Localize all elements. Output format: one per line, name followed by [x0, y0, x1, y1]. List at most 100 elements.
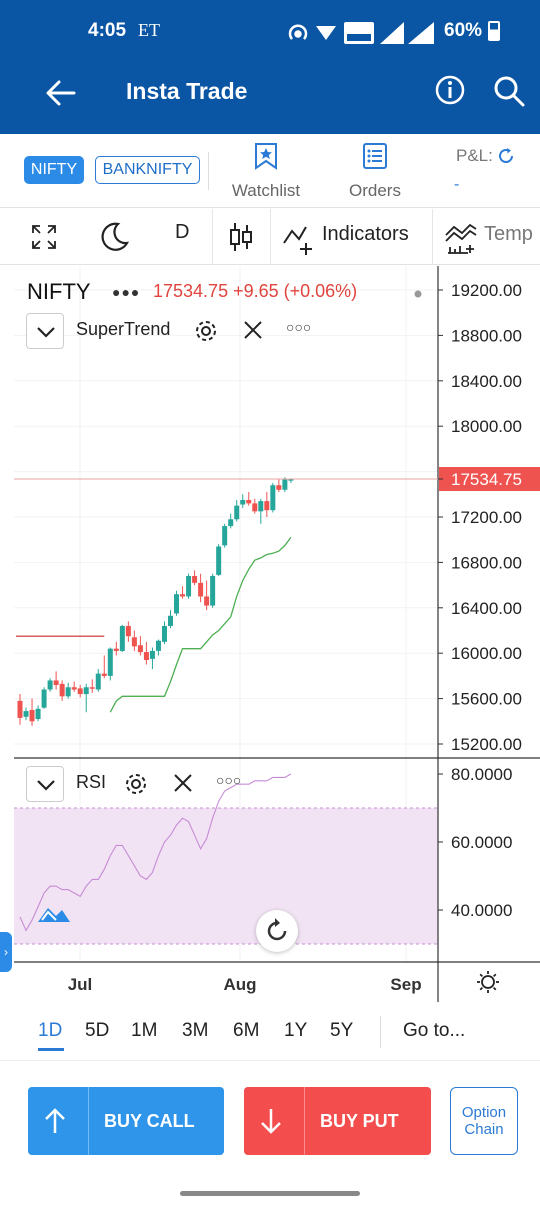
chart-settings-icon-core — [481, 975, 495, 989]
option-chain-button[interactable]: Option Chain — [450, 1087, 518, 1155]
candle-body — [29, 709, 35, 722]
collapse-rsi-button[interactable] — [26, 766, 64, 802]
rsi-settings-gear-icon[interactable] — [124, 772, 148, 796]
signal-icon-2 — [408, 22, 434, 44]
price-tick-label: 15200.00 — [451, 735, 522, 754]
action-bar: BUY CALL BUY PUT Option Chain — [0, 1060, 540, 1206]
range-5d[interactable]: 5D — [85, 1020, 110, 1041]
nav-watchlist-label: Watchlist — [231, 181, 301, 200]
carrier-label: ET — [138, 20, 160, 40]
price-chart[interactable]: 19200.00 18800.00 18400.00 18000.00 17534.75… — [14, 266, 540, 1002]
supertrend-settings-gear-icon[interactable] — [194, 319, 218, 343]
legend-status-dot — [414, 290, 422, 298]
app-bar: Insta Trade — [0, 62, 540, 134]
candle-body — [125, 625, 131, 637]
refresh-icon[interactable] — [497, 147, 515, 165]
battery-percent: 60% — [444, 20, 483, 41]
buy-put-label: BUY PUT — [320, 1111, 399, 1131]
pnl-value: - — [454, 176, 460, 193]
range-3m[interactable]: 3M — [182, 1020, 209, 1041]
rsi-tick-label: 60.0000 — [451, 833, 512, 852]
candle-body — [276, 485, 282, 490]
price-tick-label: 18400.00 — [451, 372, 522, 391]
candle-body — [282, 479, 288, 490]
side-panel-handle[interactable]: › — [0, 932, 12, 972]
arrow-up-icon — [45, 1108, 65, 1133]
range-1d[interactable]: 1D — [38, 1020, 63, 1041]
nav-watchlist[interactable]: Watchlist — [226, 142, 306, 201]
search-icon[interactable] — [492, 74, 526, 108]
chevron-down-icon — [37, 780, 55, 791]
candle-body — [252, 503, 258, 512]
candle-body — [137, 645, 143, 653]
rsi-tick-label: 40.0000 — [451, 901, 512, 920]
templates-icon[interactable] — [444, 219, 478, 255]
legend-symbol: NIFTY — [27, 279, 91, 304]
candle-body — [174, 594, 180, 614]
wifi-icon — [316, 26, 336, 40]
candle-body — [77, 688, 83, 695]
time-tick-label: Sep — [390, 975, 421, 994]
templates-label[interactable]: Temp — [484, 223, 533, 245]
divider — [208, 152, 209, 190]
page-title: Insta Trade — [126, 78, 248, 104]
candle-body — [180, 594, 186, 597]
back-arrow-icon[interactable] — [44, 76, 78, 110]
toolbar-divider — [270, 209, 271, 265]
reload-icon — [267, 918, 287, 941]
signal-icon-1 — [380, 22, 404, 44]
reset-chart-button[interactable] — [256, 910, 298, 952]
price-tick-label: 15600.00 — [451, 690, 522, 709]
divider — [380, 1016, 381, 1048]
chart-settings-icon-ray — [479, 973, 483, 977]
rsi-more-icon[interactable]: ○○○ — [216, 772, 242, 788]
supertrend-up-line — [109, 537, 292, 713]
range-5y[interactable]: 5Y — [330, 1020, 354, 1041]
nav-orders[interactable]: Orders — [340, 142, 410, 201]
last-price-label: 17534.75 — [451, 470, 522, 489]
pnl-label: P&L: — [456, 146, 493, 165]
candle-body — [119, 625, 125, 651]
candle-body — [228, 519, 234, 527]
dark-mode-moon-icon[interactable] — [98, 221, 130, 253]
battery-icon — [488, 21, 500, 41]
supertrend-more-icon[interactable]: ○○○ — [286, 319, 312, 335]
range-6m[interactable]: 6M — [233, 1020, 260, 1041]
rsi-close-icon[interactable] — [172, 772, 194, 794]
status-bar: 4:05 ET 60% — [0, 0, 540, 62]
range-1y[interactable]: 1Y — [284, 1020, 308, 1041]
info-icon[interactable] — [434, 74, 466, 106]
arrow-down-icon — [261, 1109, 281, 1134]
legend-change: +9.65 (+0.06%) — [233, 281, 358, 301]
button-divider — [88, 1087, 89, 1155]
candle-body — [65, 687, 71, 697]
candle-body — [47, 680, 53, 690]
candle-body — [246, 499, 252, 504]
price-tick-label: 18000.00 — [451, 417, 522, 436]
chip-banknifty[interactable]: BANKNIFTY — [95, 156, 200, 184]
last-price-tag — [439, 467, 540, 492]
candle-body — [107, 648, 113, 676]
indicators-button[interactable]: Indicators — [282, 209, 422, 265]
buy-call-button[interactable]: BUY CALL — [28, 1087, 224, 1155]
collapse-supertrend-button[interactable] — [26, 313, 64, 349]
goto-date-button[interactable]: Go to... — [403, 1020, 466, 1041]
instrument-bar: NIFTY BANKNIFTY Watchlist Orders P&L: - — [0, 134, 540, 208]
supertrend-close-icon[interactable] — [242, 319, 264, 341]
fullscreen-icon[interactable] — [30, 223, 58, 251]
interval-selector[interactable]: D — [175, 221, 190, 243]
candle-body — [23, 711, 29, 717]
price-pane — [14, 266, 438, 758]
candlestick-type-icon[interactable] — [228, 221, 254, 253]
candle-body — [143, 652, 149, 661]
price-tick-label: 18800.00 — [451, 326, 522, 345]
buy-put-button[interactable]: BUY PUT — [244, 1087, 431, 1155]
legend-price: 17534.75 +9.65 (+0.06%) — [153, 281, 357, 302]
legend-more-icon[interactable]: ●●● — [112, 284, 141, 300]
candle-body — [71, 687, 77, 690]
range-1m[interactable]: 1M — [131, 1020, 158, 1041]
volte-icon — [344, 22, 374, 44]
candle-body — [83, 687, 89, 695]
chip-nifty[interactable]: NIFTY — [24, 156, 84, 184]
